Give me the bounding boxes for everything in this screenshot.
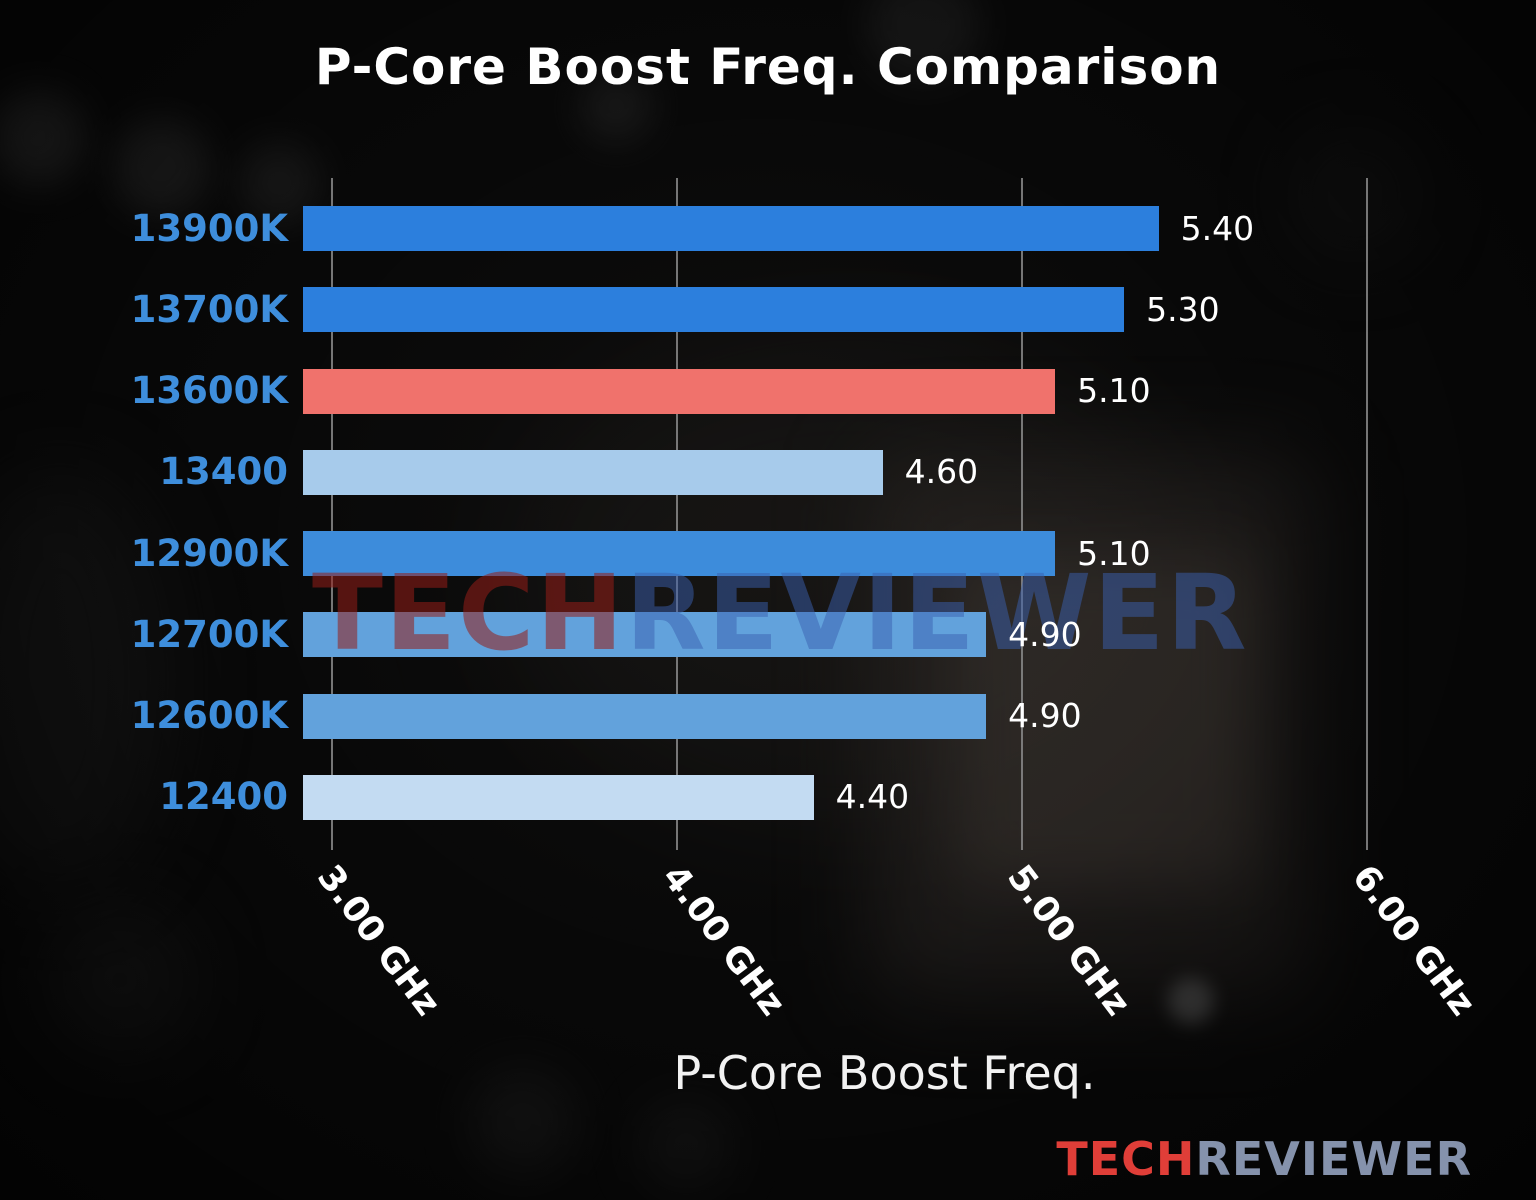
category-label: 13400 (159, 450, 288, 494)
category-label: 13600K (130, 369, 288, 413)
watermark-tech: TECH (312, 552, 626, 674)
x-tick-label: 5.00 GHz (998, 858, 1138, 1024)
watermark-reviewer: REVIEWER (625, 552, 1249, 674)
logo-tech: TECH (1056, 1132, 1196, 1186)
gridline (675, 178, 678, 850)
chart-title: P-Core Boost Freq. Comparison (314, 38, 1222, 96)
bar (303, 368, 1056, 414)
value-label: 4.90 (1008, 614, 1082, 654)
gridline (1020, 178, 1023, 850)
bar (303, 531, 1056, 577)
watermark: TECHREVIEWER (312, 552, 1249, 674)
x-tick-label: 6.00 GHz (1343, 858, 1483, 1024)
gridline (330, 178, 333, 850)
category-label: 12400 (159, 775, 288, 819)
bar (303, 774, 814, 820)
bar (303, 449, 883, 495)
bar (303, 206, 1159, 252)
bar (303, 287, 1125, 333)
logo-reviewer: REVIEWER (1195, 1132, 1472, 1186)
value-label: 5.40 (1180, 208, 1255, 248)
x-axis-title: P-Core Boost Freq. (673, 1046, 1096, 1100)
value-label: 5.10 (1077, 533, 1151, 573)
category-label: 12700K (130, 612, 288, 656)
category-label: 13700K (130, 287, 288, 331)
x-tick-label: 4.00 GHz (653, 858, 793, 1024)
category-label: 12900K (130, 531, 288, 575)
value-label: 4.60 (904, 452, 979, 492)
value-label: 4.40 (835, 777, 910, 817)
value-label: 4.90 (1008, 696, 1082, 736)
x-tick-label: 3.00 GHz (308, 858, 448, 1024)
category-label: 12600K (130, 694, 288, 738)
bar (303, 693, 987, 739)
bar (303, 612, 987, 658)
gridline (1365, 178, 1368, 850)
value-label: 5.30 (1146, 289, 1220, 329)
techreviewer-logo: TECHREVIEWER (1056, 1132, 1472, 1186)
category-label: 13900K (130, 206, 288, 250)
value-label: 5.10 (1077, 371, 1151, 411)
